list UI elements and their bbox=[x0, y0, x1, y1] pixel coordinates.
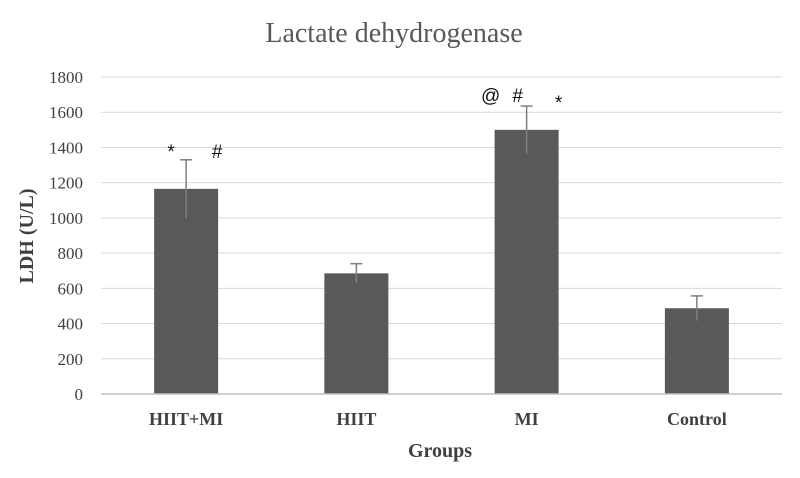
y-axis-title: LDH (U/L) bbox=[16, 189, 38, 284]
bar-mi bbox=[494, 129, 559, 395]
significance-mark: # bbox=[212, 142, 223, 163]
x-axis-categories: HIIT+MI HIIT MI Control bbox=[149, 409, 727, 429]
error-bars bbox=[180, 105, 703, 321]
category-label: Control bbox=[667, 409, 727, 429]
bar-hiit bbox=[324, 273, 389, 394]
significance-mark: # bbox=[512, 86, 523, 107]
chart-title: Lactate dehydrogenase bbox=[265, 18, 522, 49]
category-label: MI bbox=[515, 409, 539, 429]
bar-hiit-mi bbox=[154, 188, 219, 394]
y-tick-label: 400 bbox=[58, 315, 84, 334]
x-axis-title: Groups bbox=[408, 440, 472, 462]
y-tick-label: 200 bbox=[58, 350, 84, 369]
y-tick-label: 800 bbox=[58, 244, 84, 263]
significance-mark: * bbox=[167, 142, 175, 163]
significance-mark: * bbox=[555, 93, 563, 114]
y-tick-label: 1200 bbox=[49, 174, 83, 193]
y-tick-label: 1600 bbox=[49, 103, 83, 122]
significance-mark: @ bbox=[481, 86, 500, 107]
significance-annotations: * # @ # * bbox=[167, 86, 563, 163]
bar-control bbox=[664, 308, 729, 394]
y-axis-ticks: 0 200 400 600 800 1000 1200 1400 1600 1800 bbox=[49, 68, 83, 404]
y-tick-label: 1000 bbox=[49, 209, 83, 228]
category-label: HIIT+MI bbox=[149, 409, 223, 429]
y-tick-label: 0 bbox=[75, 385, 84, 404]
bars bbox=[154, 129, 729, 395]
y-tick-label: 1800 bbox=[49, 68, 83, 87]
y-tick-label: 600 bbox=[58, 279, 84, 298]
category-label: HIIT bbox=[336, 409, 376, 429]
y-tick-label: 1400 bbox=[49, 138, 83, 157]
